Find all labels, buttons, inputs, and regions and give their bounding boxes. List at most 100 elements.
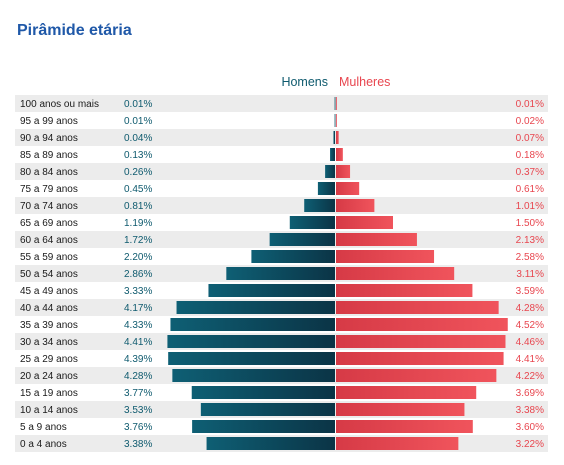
- bar-men: [304, 199, 335, 212]
- bar-women: [336, 182, 360, 195]
- age-label: 80 a 84 anos: [20, 167, 78, 178]
- age-label: 5 a 9 anos: [20, 422, 67, 433]
- value-label-women: 0.07%: [516, 133, 544, 144]
- value-label-men: 1.19%: [124, 218, 152, 229]
- value-label-women: 0.01%: [516, 99, 544, 110]
- row-stripe: [15, 197, 548, 214]
- value-label-men: 0.45%: [124, 184, 152, 195]
- value-label-men: 3.77%: [124, 388, 152, 399]
- value-label-women: 0.61%: [516, 184, 544, 195]
- value-label-women: 0.37%: [516, 167, 544, 178]
- age-label: 0 a 4 anos: [20, 439, 67, 450]
- bar-women: [336, 131, 339, 144]
- row-stripe: [15, 95, 548, 112]
- bar-women: [336, 216, 393, 229]
- age-label: 75 a 79 anos: [20, 184, 78, 195]
- value-label-women: 1.01%: [516, 201, 544, 212]
- bar-men: [289, 216, 335, 229]
- value-label-men: 0.26%: [124, 167, 152, 178]
- age-label: 10 a 14 anos: [20, 405, 78, 416]
- bar-men: [251, 250, 335, 263]
- age-label: 45 a 49 anos: [20, 286, 78, 297]
- bar-men: [208, 284, 335, 297]
- value-label-women: 3.38%: [516, 405, 544, 416]
- value-label-men: 3.38%: [124, 439, 152, 450]
- bar-men: [192, 420, 335, 433]
- bar-men: [167, 335, 335, 348]
- value-label-women: 1.50%: [516, 218, 544, 229]
- age-label: 40 a 44 anos: [20, 303, 78, 314]
- age-label: 30 a 34 anos: [20, 337, 78, 348]
- value-label-men: 4.39%: [124, 354, 152, 365]
- value-label-men: 0.13%: [124, 150, 152, 161]
- bar-women: [336, 403, 465, 416]
- legend-women: Mulheres: [339, 75, 391, 89]
- bar-women: [336, 386, 477, 399]
- bar-women: [336, 335, 506, 348]
- bar-women: [336, 369, 497, 382]
- value-label-men: 4.28%: [124, 371, 152, 382]
- value-label-men: 0.81%: [124, 201, 152, 212]
- value-label-women: 2.13%: [516, 235, 544, 246]
- value-label-women: 4.41%: [516, 354, 544, 365]
- age-label: 95 a 99 anos: [20, 116, 78, 127]
- row-stripe: [15, 163, 548, 180]
- value-label-women: 4.52%: [516, 320, 544, 331]
- legend-men: Homens: [281, 75, 328, 89]
- bar-women: [336, 284, 473, 297]
- age-label: 100 anos ou mais: [20, 99, 99, 110]
- bar-women: [336, 352, 504, 365]
- bar-men: [269, 233, 335, 246]
- bar-men: [200, 403, 335, 416]
- value-label-men: 4.33%: [124, 320, 152, 331]
- value-label-women: 4.46%: [516, 337, 544, 348]
- value-label-women: 3.22%: [516, 439, 544, 450]
- age-label: 70 a 74 anos: [20, 201, 78, 212]
- value-label-women: 4.22%: [516, 371, 544, 382]
- bar-men: [330, 148, 335, 161]
- value-label-men: 3.33%: [124, 286, 152, 297]
- bar-women: [336, 318, 508, 331]
- value-label-men: 4.41%: [124, 337, 152, 348]
- bar-men: [317, 182, 335, 195]
- bar-women: [336, 114, 337, 127]
- bar-men: [334, 114, 336, 127]
- age-label: 25 a 29 anos: [20, 354, 78, 365]
- age-label: 65 a 69 anos: [20, 218, 78, 229]
- bar-women: [336, 250, 435, 263]
- age-label: 20 a 24 anos: [20, 371, 78, 382]
- bar-men: [172, 369, 335, 382]
- bar-women: [336, 97, 337, 110]
- bar-men: [191, 386, 335, 399]
- value-label-women: 0.02%: [516, 116, 544, 127]
- age-label: 50 a 54 anos: [20, 269, 78, 280]
- value-label-men: 1.72%: [124, 235, 152, 246]
- value-label-women: 2.58%: [516, 252, 544, 263]
- bar-women: [336, 267, 455, 280]
- bar-women: [336, 148, 343, 161]
- bar-women: [336, 233, 417, 246]
- value-label-men: 3.76%: [124, 422, 152, 433]
- value-label-women: 4.28%: [516, 303, 544, 314]
- bar-women: [336, 420, 473, 433]
- value-label-men: 0.01%: [124, 116, 152, 127]
- bar-men: [176, 301, 335, 314]
- age-label: 85 a 89 anos: [20, 150, 78, 161]
- bar-men: [333, 131, 335, 144]
- value-label-men: 0.04%: [124, 133, 152, 144]
- age-label: 55 a 59 anos: [20, 252, 78, 263]
- row-stripe: [15, 129, 548, 146]
- bar-women: [336, 199, 375, 212]
- value-label-men: 2.20%: [124, 252, 152, 263]
- value-label-men: 2.86%: [124, 269, 152, 280]
- age-label: 90 a 94 anos: [20, 133, 78, 144]
- bar-men: [170, 318, 335, 331]
- value-label-women: 3.59%: [516, 286, 544, 297]
- bar-women: [336, 301, 499, 314]
- value-label-women: 0.18%: [516, 150, 544, 161]
- legend: Homens Mulheres: [0, 75, 564, 91]
- value-label-men: 3.53%: [124, 405, 152, 416]
- bar-men: [168, 352, 335, 365]
- value-label-men: 0.01%: [124, 99, 152, 110]
- bar-women: [336, 437, 459, 450]
